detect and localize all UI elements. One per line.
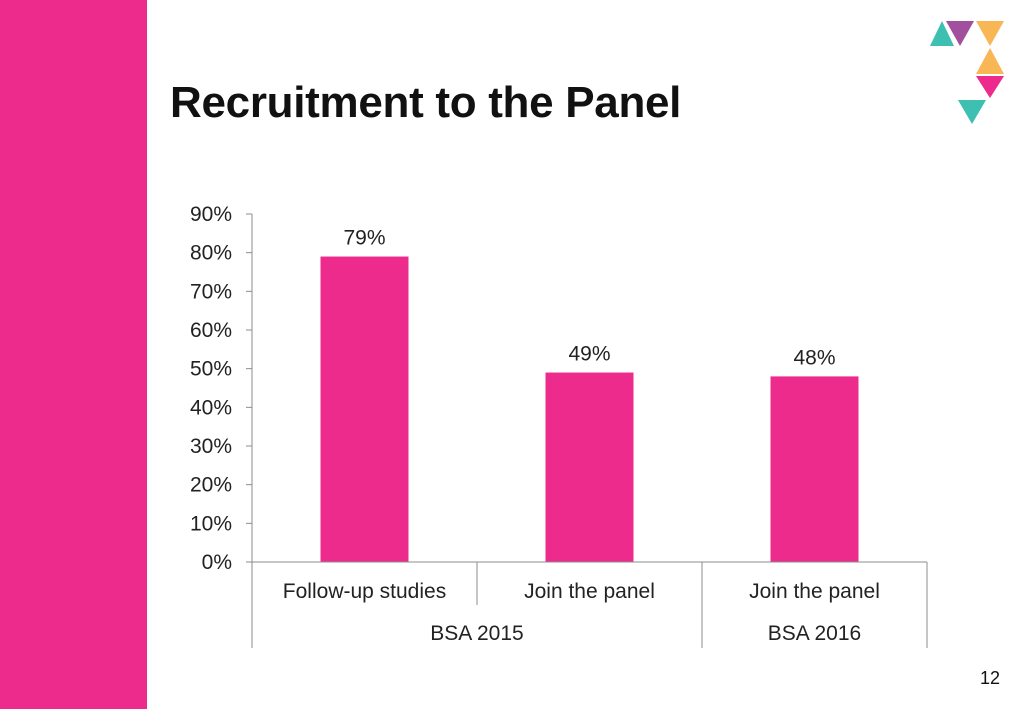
x-category-label: Join the panel	[524, 580, 655, 603]
logo-triangle-teal-top	[930, 21, 954, 46]
y-tick-label: 10%	[190, 512, 232, 535]
y-tick-label: 70%	[190, 280, 232, 303]
slide-title: Recruitment to the Panel	[170, 78, 682, 127]
bar	[320, 256, 409, 562]
y-axis: 0% 10% 20% 30% 40% 50% 60% 70% 80% 90%	[190, 203, 253, 574]
bar	[770, 376, 859, 562]
x-category-label: Join the panel	[749, 580, 880, 603]
y-tick-label: 30%	[190, 435, 232, 458]
y-tick-label: 60%	[190, 319, 232, 342]
logo-triangle-purple	[946, 21, 974, 46]
logo-triangle-pink	[976, 76, 1004, 98]
bar-data-label: 49%	[568, 343, 610, 366]
bars: 79% 49% 48%	[320, 227, 859, 562]
logo-triangles-icon	[930, 21, 1004, 124]
logo-triangle-orange-1	[976, 21, 1004, 46]
y-tick-label: 40%	[190, 396, 232, 419]
x-axis: Follow-up studies Join the panel Join the …	[251, 561, 928, 648]
bar-data-label: 48%	[793, 346, 835, 369]
bar	[545, 372, 634, 562]
y-tick-label: 20%	[190, 474, 232, 497]
x-group-label: BSA 2016	[768, 622, 861, 645]
side-accent-band	[0, 0, 147, 709]
bar-chart: 0%10%20%30%40%50%60%70%80%90% 79%49% 48% …	[190, 203, 928, 648]
logo-triangle-orange-2	[976, 48, 1004, 74]
logo-triangle-teal-bottom	[958, 100, 986, 124]
page-number: 12	[979, 668, 1000, 688]
x-group-label: BSA 2015	[430, 622, 523, 645]
x-category-label: Follow-up studies	[283, 580, 446, 603]
bar-data-label: 79%	[343, 227, 385, 250]
y-tick-label: 80%	[190, 242, 232, 265]
y-tick-label: 50%	[190, 358, 232, 381]
y-tick-label: 90%	[190, 203, 232, 226]
y-tick-label: 0%	[202, 551, 232, 574]
